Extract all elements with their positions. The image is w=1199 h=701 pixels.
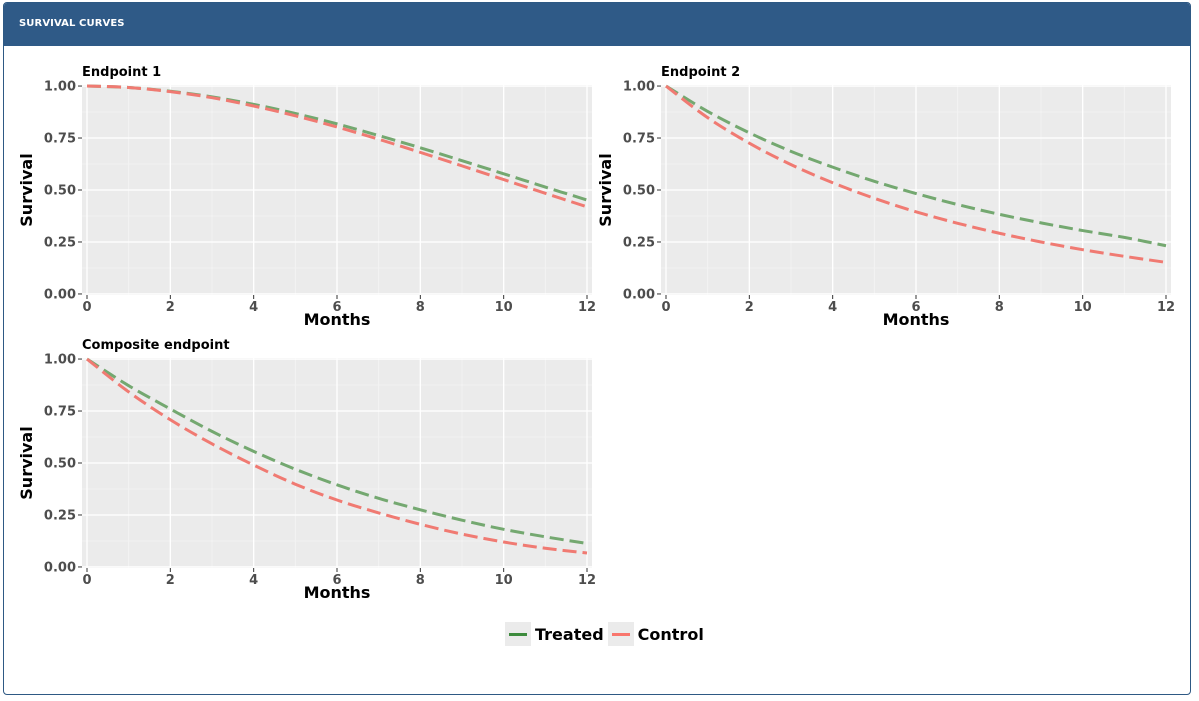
y-tick-label: 0.00 [623, 287, 655, 302]
legend-key-control [607, 622, 634, 646]
y-tick-label: 0.25 [623, 235, 655, 250]
series-line-control [86, 84, 588, 209]
y-tick-label: 0.25 [44, 235, 76, 250]
y-tick-label: 0.75 [44, 132, 76, 147]
y-tick-label: 0.00 [44, 560, 76, 575]
x-axis-label: Months [304, 583, 371, 602]
x-tick-label: 6 [332, 300, 341, 315]
x-tick-label: 2 [166, 300, 175, 315]
y-tick-label: 0.50 [623, 184, 655, 199]
legend-item-control: Control [607, 622, 704, 646]
panel-header: SURVIVAL CURVES [4, 3, 1190, 46]
y-tick-label: 0.50 [44, 457, 76, 472]
x-tick-label: 2 [745, 300, 754, 315]
series-line-treated [86, 357, 588, 545]
legend-item-treated: Treated [505, 622, 604, 646]
series-line-control [86, 357, 588, 555]
x-axis-label: Months [304, 310, 371, 329]
chart-panel-2: 0 2 4 6 8 10 12 0.00 0.25 0.50 0.75 1.00 Endpoint 2 M… [596, 65, 1175, 329]
y-tick-label: 0.00 [44, 287, 76, 302]
x-tick-label: 10 [495, 573, 513, 588]
x-tick-label: 10 [1074, 300, 1092, 315]
y-axis-label: Survival [17, 426, 36, 499]
y-tick-label: 0.25 [44, 508, 76, 523]
chart-legend: Treated Control [505, 622, 708, 646]
y-tick-label: 1.00 [44, 353, 76, 368]
y-axis-label: Survival [596, 153, 615, 226]
chart-title: Composite endpoint [82, 338, 230, 353]
x-tick-label: 8 [995, 300, 1004, 315]
x-axis-label: Months [883, 310, 950, 329]
y-tick-label: 0.50 [44, 184, 76, 199]
x-tick-label: 0 [82, 573, 91, 588]
y-tick-label: 0.75 [44, 405, 76, 420]
x-tick-label: 4 [249, 300, 258, 315]
x-tick-label: 2 [166, 573, 175, 588]
x-tick-label: 0 [661, 300, 670, 315]
y-tick-label: 0.75 [623, 132, 655, 147]
y-axis-label: Survival [17, 153, 36, 226]
x-tick-label: 4 [828, 300, 837, 315]
x-tick-label: 4 [249, 573, 258, 588]
legend-key-treated [505, 622, 531, 646]
x-tick-label: 10 [495, 300, 513, 315]
x-tick-label: 12 [578, 573, 596, 588]
y-tick-label: 1.00 [44, 80, 76, 95]
chart-panel-3: 0 2 4 6 8 10 12 0.00 0.25 0.50 0.75 1.00 Composite e… [17, 338, 596, 602]
x-tick-label: 8 [416, 573, 425, 588]
legend-label-control: Control [637, 624, 704, 644]
series-line-treated [665, 84, 1167, 248]
chart-title: Endpoint 1 [82, 65, 161, 80]
x-tick-label: 0 [82, 300, 91, 315]
series-line-control [665, 84, 1167, 264]
x-tick-label: 8 [416, 300, 425, 315]
x-tick-label: 6 [332, 573, 341, 588]
y-tick-label: 1.00 [623, 80, 655, 95]
chart-panel-1: 0 2 4 6 8 10 12 0.00 0.25 0.50 0.75 1.00 Endpoint 1 M… [17, 65, 596, 329]
x-tick-label: 12 [1157, 300, 1175, 315]
x-tick-label: 6 [911, 300, 920, 315]
chart-title: Endpoint 2 [661, 65, 740, 80]
panel-title: SURVIVAL CURVES [19, 18, 125, 29]
x-tick-label: 12 [578, 300, 596, 315]
legend-label-treated: Treated [535, 624, 604, 644]
